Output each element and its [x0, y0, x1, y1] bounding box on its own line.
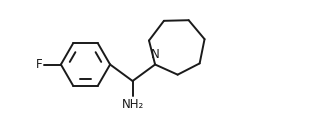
Text: F: F	[36, 58, 43, 71]
Text: N: N	[151, 48, 159, 61]
Text: NH₂: NH₂	[121, 98, 144, 111]
